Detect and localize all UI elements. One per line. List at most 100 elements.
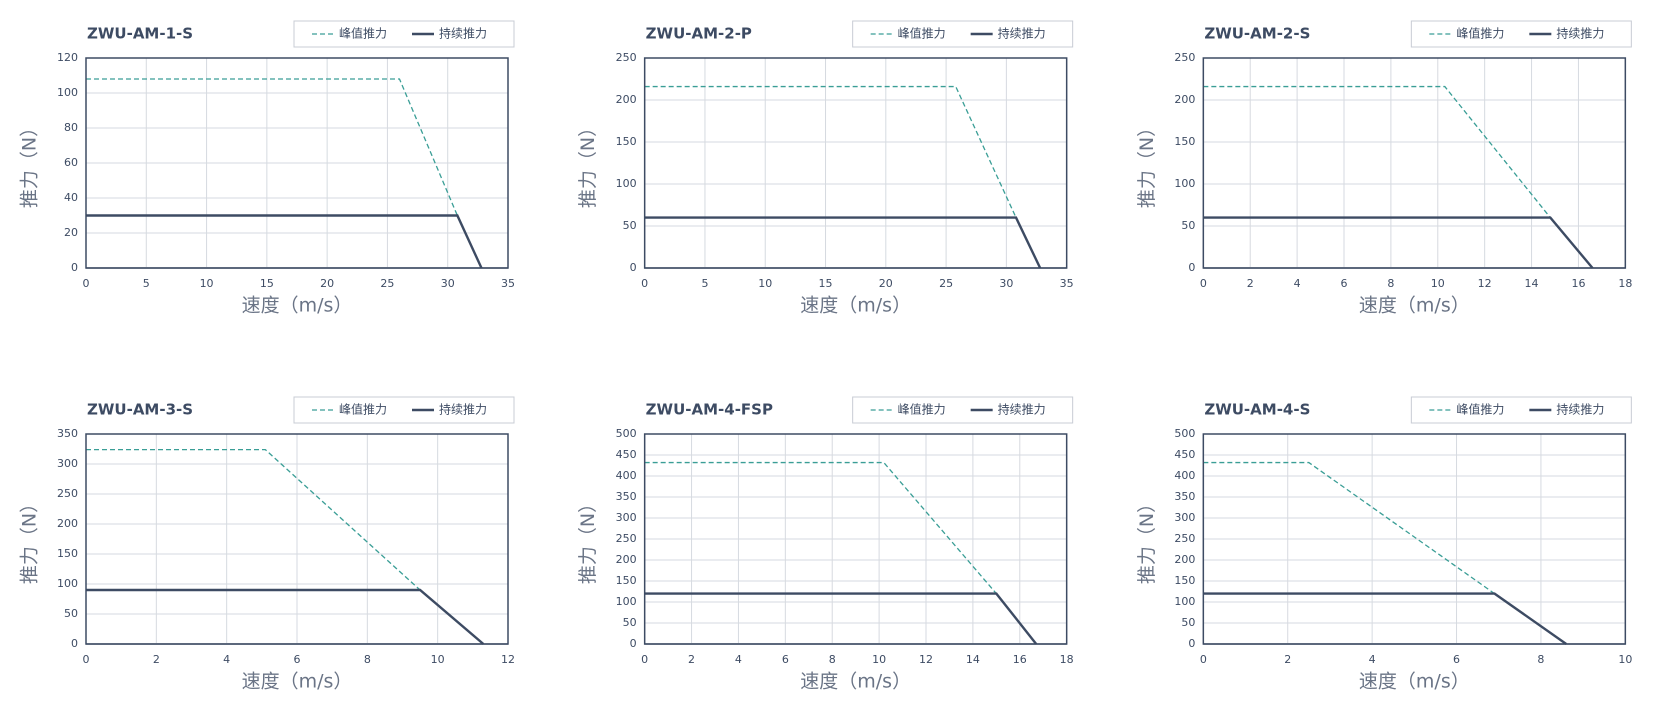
y-tick-label: 60 (64, 156, 78, 169)
y-axis-label: 推力（N） (577, 118, 599, 208)
y-tick-label: 250 (57, 487, 78, 500)
y-axis-label: 推力（N） (577, 494, 599, 584)
plot-frame (1202, 57, 1627, 269)
y-tick-label: 150 (1174, 135, 1195, 148)
series-line (1203, 85, 1551, 219)
series-line (86, 214, 483, 269)
plot-frame (85, 57, 509, 269)
x-tick-label: 2 (1247, 277, 1254, 290)
x-tick-label: 0 (1200, 653, 1207, 666)
y-axis-label: 推力（N） (19, 118, 41, 208)
series-line (86, 588, 485, 645)
x-tick-label: 0 (641, 653, 648, 666)
x-tick-label: 35 (501, 277, 515, 290)
x-axis-label: 速度（m/s） (242, 671, 353, 693)
y-tick-label: 100 (616, 177, 637, 190)
y-tick-label: 150 (57, 547, 78, 560)
y-tick-label: 150 (1174, 574, 1195, 587)
x-tick-label: 0 (641, 277, 648, 290)
x-tick-label: 10 (200, 277, 214, 290)
y-axis-label: 推力（N） (1136, 494, 1158, 584)
y-tick-label: 500 (1174, 427, 1195, 440)
y-tick-label: 300 (616, 511, 637, 524)
x-axis-label: 速度（m/s） (800, 295, 911, 317)
y-tick-label: 50 (1181, 616, 1195, 629)
y-tick-label: 200 (57, 517, 78, 530)
chart: ZWU-AM-4-S 峰值推力 持续推力0501001502002503003504… (1136, 396, 1632, 693)
y-tick-label: 0 (630, 637, 637, 650)
y-tick-label: 150 (616, 135, 637, 148)
series-line (644, 461, 997, 595)
x-tick-label: 0 (83, 277, 90, 290)
x-tick-label: 2 (688, 653, 695, 666)
plot-frame (643, 433, 1068, 645)
y-tick-label: 250 (1174, 532, 1195, 545)
y-tick-label: 350 (616, 490, 637, 503)
x-tick-label: 12 (919, 653, 933, 666)
x-tick-label: 8 (1387, 277, 1394, 290)
y-tick-label: 120 (57, 51, 78, 64)
y-tick-label: 0 (1188, 637, 1195, 650)
series-line (1203, 461, 1495, 595)
x-tick-label: 5 (701, 277, 708, 290)
x-tick-label: 6 (1453, 653, 1460, 666)
y-tick-label: 250 (616, 532, 637, 545)
x-tick-label: 4 (1369, 653, 1376, 666)
legend-label: 持续推力 (1556, 26, 1604, 41)
y-tick-label: 0 (71, 261, 78, 274)
y-tick-label: 200 (1174, 553, 1195, 566)
series-line (644, 216, 1042, 269)
legend-label: 峰值推力 (1456, 26, 1504, 41)
y-tick-label: 300 (57, 457, 78, 470)
x-tick-label: 0 (83, 653, 90, 666)
legend-box (852, 396, 1074, 424)
x-tick-label: 25 (939, 277, 953, 290)
chart-title: ZWU-AM-2-P (646, 25, 752, 43)
x-tick-label: 4 (223, 653, 230, 666)
x-tick-label: 25 (380, 277, 394, 290)
x-tick-label: 12 (1478, 277, 1492, 290)
series-line (86, 78, 458, 216)
chart-title: ZWU-AM-3-S (87, 401, 193, 419)
x-tick-label: 5 (143, 277, 150, 290)
x-tick-label: 20 (879, 277, 893, 290)
y-tick-label: 0 (1188, 261, 1195, 274)
x-tick-label: 20 (320, 277, 334, 290)
y-tick-label: 100 (57, 86, 78, 99)
x-tick-label: 8 (1537, 653, 1544, 666)
x-tick-label: 2 (153, 653, 160, 666)
y-tick-label: 50 (1181, 219, 1195, 232)
y-tick-label: 200 (616, 553, 637, 566)
y-tick-label: 400 (1174, 469, 1195, 482)
x-tick-label: 4 (735, 653, 742, 666)
y-tick-label: 150 (616, 574, 637, 587)
y-tick-label: 250 (1174, 51, 1195, 64)
chart: ZWU-AM-1-S 峰值推力 持续推力 0 20 40 60 80 100 120 0 5 10 15 2… (19, 20, 515, 317)
x-axis-label: 速度（m/s） (800, 671, 911, 693)
x-tick-label: 6 (294, 653, 301, 666)
x-tick-label: 30 (441, 277, 455, 290)
x-tick-label: 10 (431, 653, 445, 666)
y-tick-label: 450 (1174, 448, 1195, 461)
x-axis-label: 速度（m/s） (1359, 671, 1470, 693)
y-tick-label: 100 (1174, 595, 1195, 608)
y-tick-label: 350 (1174, 490, 1195, 503)
x-tick-label: 35 (1060, 277, 1074, 290)
y-tick-label: 0 (71, 637, 78, 650)
x-tick-label: 2 (1284, 653, 1291, 666)
plot-frame (1202, 433, 1627, 645)
x-tick-label: 18 (1618, 277, 1632, 290)
x-tick-label: 8 (829, 653, 836, 666)
y-tick-label: 100 (1174, 177, 1195, 190)
y-tick-label: 100 (616, 595, 637, 608)
x-tick-label: 0 (1200, 277, 1207, 290)
x-axis-label: 速度（m/s） (242, 295, 353, 317)
x-tick-label: 10 (758, 277, 772, 290)
x-tick-label: 10 (872, 653, 886, 666)
legend-label: 峰值推力 (898, 402, 946, 417)
x-tick-label: 14 (1525, 277, 1539, 290)
x-tick-label: 10 (1431, 277, 1445, 290)
y-tick-label: 400 (616, 469, 637, 482)
y-tick-label: 0 (630, 261, 637, 274)
